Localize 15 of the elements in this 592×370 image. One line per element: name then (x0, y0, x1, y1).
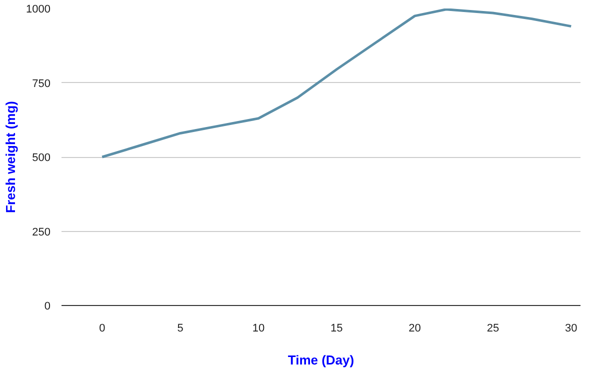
x-tick-label: 10 (252, 322, 265, 334)
y-tick-label: 500 (32, 152, 51, 164)
x-axis-title: Time (Day) (288, 352, 354, 368)
x-tick-label: 20 (408, 322, 421, 334)
y-tick-label: 750 (32, 78, 51, 90)
x-tick-label: 5 (177, 322, 184, 334)
y-axis-title: Fresh weight (mg) (3, 101, 18, 213)
x-tick-label: 30 (565, 322, 578, 334)
x-tick-label: 0 (99, 322, 106, 334)
x-tick-label: 15 (330, 322, 343, 334)
y-tick-label: 0 (44, 300, 51, 312)
y-tick-label: 1000 (26, 4, 51, 16)
line-series (100, 8, 572, 158)
y-tick-label: 250 (32, 226, 51, 238)
x-tick-label: 25 (486, 322, 500, 334)
